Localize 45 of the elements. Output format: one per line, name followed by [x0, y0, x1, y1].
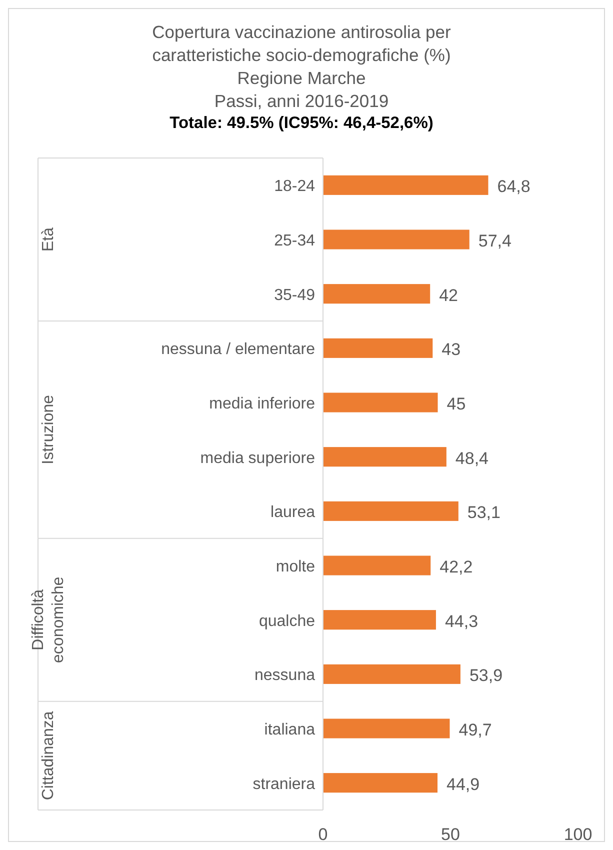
text: Istruzione — [40, 394, 57, 464]
chart-subtitle: Totale: 49.5% (IC95%: 46,4-52,6%) — [170, 114, 434, 132]
data-label: 44,9 — [446, 774, 480, 794]
bar — [323, 773, 438, 793]
bar — [323, 392, 438, 412]
y-tick-label: media inferiore — [209, 396, 316, 412]
bar — [323, 284, 430, 304]
text: Cittadinanza — [40, 711, 57, 800]
data-label: 42,2 — [440, 558, 473, 576]
text: Difficoltà economiche — [30, 576, 67, 663]
bar — [323, 556, 431, 576]
y-tick-label: qualche — [258, 612, 316, 630]
y-tick-label: straniera — [252, 776, 316, 793]
x-tick-label: 50 — [441, 825, 460, 844]
y-tick-label: italiana — [264, 722, 316, 738]
data-label: 48,4 — [455, 448, 489, 468]
data-label: 43 — [442, 340, 461, 360]
data-label: 42 — [439, 286, 458, 305]
bar — [323, 230, 470, 250]
bar — [323, 718, 450, 738]
bar — [323, 664, 460, 684]
y-tick-label: nessuna / elementare — [161, 341, 316, 358]
bar — [323, 175, 488, 195]
data-label: 49,7 — [458, 720, 492, 740]
text: Età — [40, 227, 57, 252]
bar — [323, 338, 433, 358]
bar — [323, 501, 458, 521]
y-tick-label: laurea — [270, 504, 316, 522]
y-tick-label: molte — [276, 558, 316, 576]
x-tick-label: 100 — [564, 825, 592, 844]
data-label: 57,4 — [478, 232, 512, 250]
data-label: 53,9 — [469, 666, 503, 686]
y-tick-label: 35-49 — [274, 286, 316, 304]
x-tick-label: 0 — [318, 825, 328, 844]
y-tick-label: media superiore — [200, 450, 316, 467]
y-tick-label: 18-24 — [274, 178, 316, 196]
y-tick-label: 25-34 — [274, 232, 316, 250]
data-label: 44,3 — [444, 612, 478, 631]
data-label: 64,8 — [497, 177, 530, 196]
data-label: 53,1 — [467, 503, 500, 522]
chart-title: Copertura vaccinazione antirosolia per caratteristiche socio-demografiche (%) Regione Marche Passi, anni 2016-2019 — [152, 22, 451, 111]
y-tick-label: nessuna — [254, 667, 316, 684]
bar — [323, 610, 436, 630]
bar — [323, 447, 446, 467]
data-label: 45 — [446, 394, 466, 414]
